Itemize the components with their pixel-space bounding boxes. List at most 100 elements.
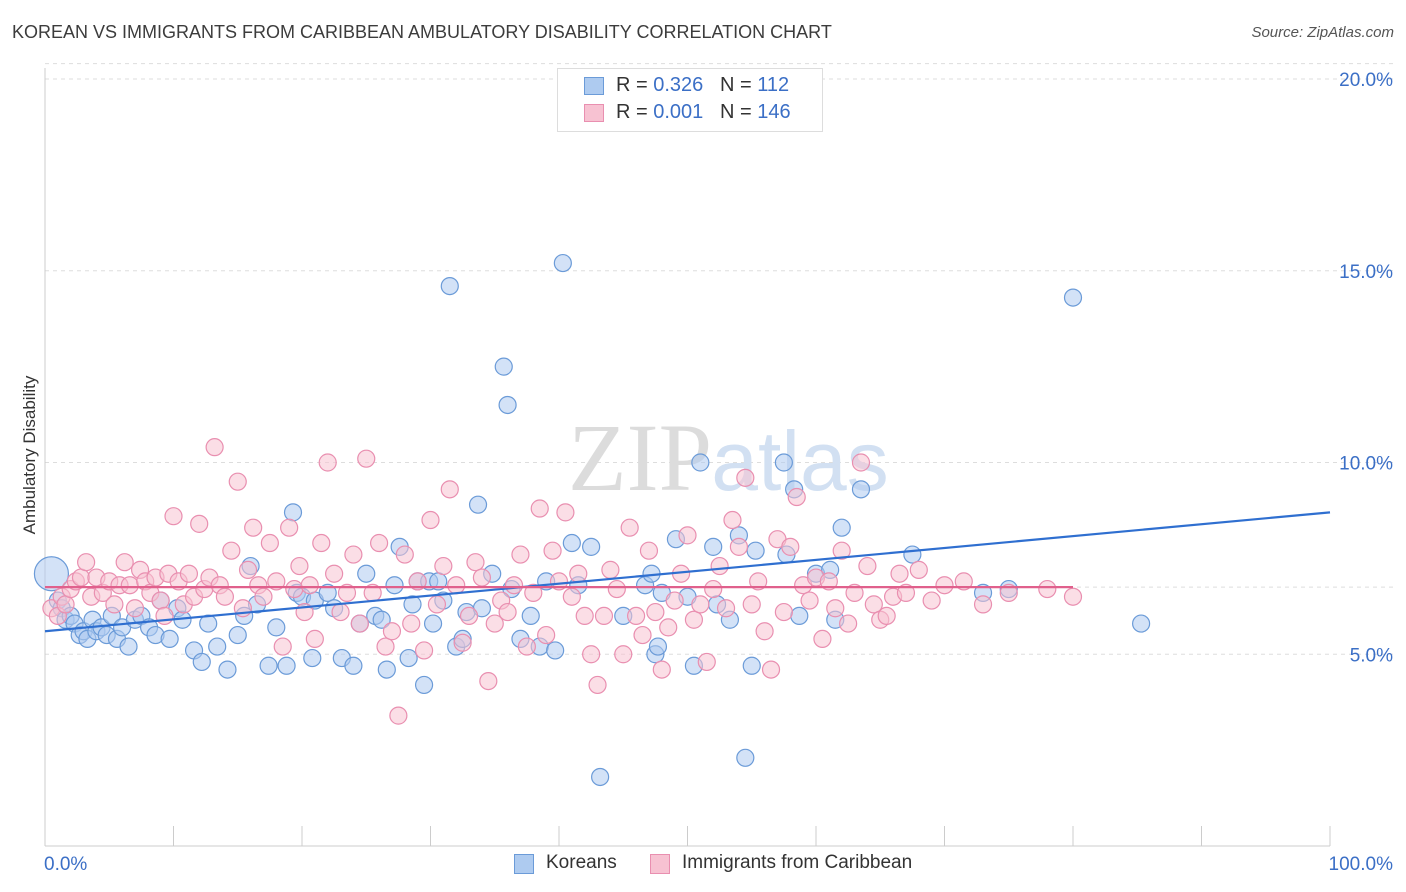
data-point — [620, 518, 639, 537]
data-point — [125, 599, 145, 618]
data-point — [556, 503, 575, 522]
data-point — [704, 537, 723, 556]
data-point — [402, 614, 421, 633]
data-point — [215, 587, 234, 606]
bottom-legend-label: Immigrants from Caribbean — [682, 852, 913, 873]
data-point — [155, 606, 174, 626]
data-point — [591, 767, 610, 787]
data-point — [890, 564, 909, 583]
data-point — [318, 453, 337, 472]
data-point — [494, 357, 513, 376]
bottom-legend-label: Koreans — [546, 852, 617, 873]
data-point — [372, 610, 391, 629]
data-point — [447, 576, 466, 595]
data-point — [1038, 579, 1057, 599]
data-point — [588, 675, 607, 695]
watermark-zip: ZIP — [568, 404, 712, 511]
bottom-legend-swatch-koreans — [514, 854, 534, 874]
legend-n-label: N = — [719, 101, 752, 123]
data-point — [504, 576, 524, 595]
data-point — [273, 637, 292, 656]
data-point — [498, 602, 517, 622]
data-point — [659, 618, 678, 637]
data-point — [222, 541, 241, 560]
data-point — [267, 572, 286, 591]
data-point — [546, 641, 565, 660]
data-point — [999, 583, 1018, 602]
data-point — [569, 564, 588, 583]
data-point — [453, 633, 472, 652]
data-point — [283, 503, 303, 522]
data-point — [909, 560, 928, 579]
data-point — [553, 253, 572, 273]
data-point — [729, 537, 749, 556]
data-point — [826, 599, 845, 618]
data-point — [582, 537, 601, 556]
data-point — [120, 576, 139, 595]
data-point — [710, 556, 729, 576]
data-point — [761, 660, 781, 679]
data-point — [192, 652, 211, 672]
data-point — [832, 518, 851, 537]
tick-labels: 5.0% 10.0% 15.0% 20.0% 0.0% 100.0% — [44, 70, 1393, 875]
data-point — [524, 583, 543, 602]
data-point — [614, 645, 633, 664]
data-point — [1132, 614, 1151, 633]
data-point — [77, 553, 96, 572]
data-point — [678, 526, 697, 545]
data-point — [208, 637, 227, 656]
data-point — [684, 610, 704, 629]
data-point — [787, 487, 806, 507]
data-point — [601, 560, 620, 579]
data-point — [746, 541, 765, 560]
data-point — [280, 518, 299, 537]
data-point — [459, 606, 479, 626]
data-point — [723, 510, 742, 530]
data-point — [562, 533, 581, 553]
data-point — [337, 583, 357, 602]
data-point — [648, 637, 668, 656]
data-point — [790, 606, 809, 626]
data-point — [205, 438, 224, 457]
data-point — [521, 606, 540, 626]
data-point — [423, 614, 443, 633]
data-point — [385, 576, 404, 595]
data-point — [119, 637, 138, 656]
data-point — [303, 648, 322, 668]
data-point — [434, 556, 453, 576]
data-point — [498, 395, 517, 415]
data-point — [277, 656, 296, 675]
data-point — [1063, 587, 1083, 606]
legend-n-value: 112 — [757, 74, 790, 96]
data-point — [485, 614, 504, 633]
data-point — [160, 629, 179, 649]
x-tick-label-max: 100.0% — [1329, 854, 1394, 875]
data-point — [238, 560, 258, 579]
data-point — [819, 572, 838, 591]
legend-n-value: 146 — [757, 101, 791, 123]
data-point — [115, 553, 134, 572]
y-tick-label: 15.0% — [1339, 262, 1393, 283]
data-point — [414, 641, 434, 660]
data-point — [922, 591, 941, 610]
data-point — [626, 606, 646, 626]
data-point — [639, 541, 659, 560]
source-label: Source: ZipAtlas.com — [1251, 24, 1394, 41]
data-point — [244, 518, 263, 537]
data-point — [749, 572, 768, 591]
data-point — [774, 602, 793, 622]
data-point — [864, 595, 883, 614]
data-point — [537, 625, 556, 645]
chart-title: KOREAN VS IMMIGRANTS FROM CARIBBEAN AMBU… — [12, 22, 832, 42]
data-point — [697, 652, 716, 672]
data-point — [260, 533, 279, 553]
data-point — [164, 507, 183, 526]
data-point — [896, 583, 916, 602]
data-point — [575, 606, 594, 626]
data-point — [344, 545, 363, 564]
trend-lines — [44, 511, 1331, 633]
data-point — [517, 637, 536, 656]
data-point — [254, 587, 273, 606]
data-point — [562, 587, 581, 606]
legend-r-value: 0.326 — [653, 74, 704, 96]
